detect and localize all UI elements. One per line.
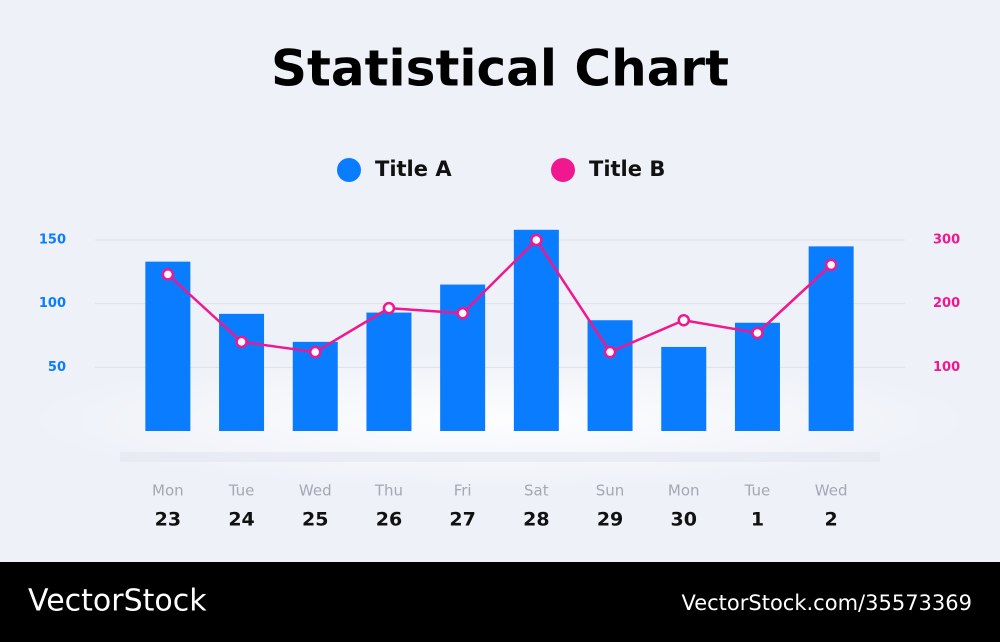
x-tick-label: Sat: [524, 482, 549, 500]
x-date-label: 27: [449, 509, 475, 531]
shadow: [120, 452, 880, 462]
line-point: [824, 258, 838, 272]
chart-title: Statistical Chart: [271, 40, 729, 98]
line-point: [235, 335, 248, 349]
x-tick-label: Wed: [815, 482, 848, 500]
x-date-label: 26: [376, 509, 402, 531]
bar: [145, 261, 191, 431]
y2-tick-label: 100: [933, 360, 960, 375]
x-tick-label: Tue: [744, 482, 771, 500]
bar: [366, 312, 412, 431]
x-date-label: 2: [825, 509, 838, 531]
line-point: [382, 301, 396, 315]
y-tick-label: 50: [48, 360, 66, 375]
footer-url: VectorStock.com/35573369: [681, 591, 972, 615]
footer-brand: VectorStock: [28, 584, 207, 619]
legend-swatch: [337, 158, 361, 182]
line-point: [161, 268, 175, 281]
x-date-label: 23: [155, 509, 181, 531]
x-tick-label: Mon: [668, 482, 700, 500]
y2-tick-label: 200: [933, 296, 960, 311]
x-tick-label: Mon: [152, 482, 184, 500]
x-tick-label: Tue: [228, 482, 255, 500]
line-point: [603, 345, 617, 359]
line-point: [309, 345, 322, 359]
x-date-label: 30: [671, 509, 697, 531]
line-point: [751, 326, 764, 340]
bar: [440, 284, 486, 431]
x-tick-label: Fri: [454, 482, 472, 500]
bar: [808, 246, 854, 431]
bar: [661, 346, 707, 431]
bar: [219, 313, 265, 431]
bar: [734, 322, 780, 431]
x-date-label: 29: [597, 509, 623, 531]
bar: [587, 320, 633, 431]
line: [167, 238, 832, 354]
line-point: [677, 313, 690, 327]
line-point: [456, 306, 469, 320]
x-date-label: 25: [302, 509, 328, 531]
y-tick-label: 100: [39, 296, 66, 311]
line-point: [530, 233, 543, 247]
x-date-label: 1: [751, 509, 764, 531]
bar: [513, 229, 559, 431]
x-date-label: 24: [228, 509, 254, 531]
footer-band: [0, 562, 1000, 642]
y-tick-label: 150: [39, 233, 66, 248]
legend-swatch: [551, 158, 575, 182]
x-date-label: 28: [523, 509, 549, 531]
legend-label: Title B: [589, 157, 665, 181]
x-tick-label: Thu: [374, 482, 403, 500]
x-tick-label: Sun: [596, 482, 625, 500]
y2-tick-label: 300: [933, 233, 960, 248]
legend-label: Title A: [375, 157, 452, 181]
x-tick-label: Wed: [299, 482, 332, 500]
